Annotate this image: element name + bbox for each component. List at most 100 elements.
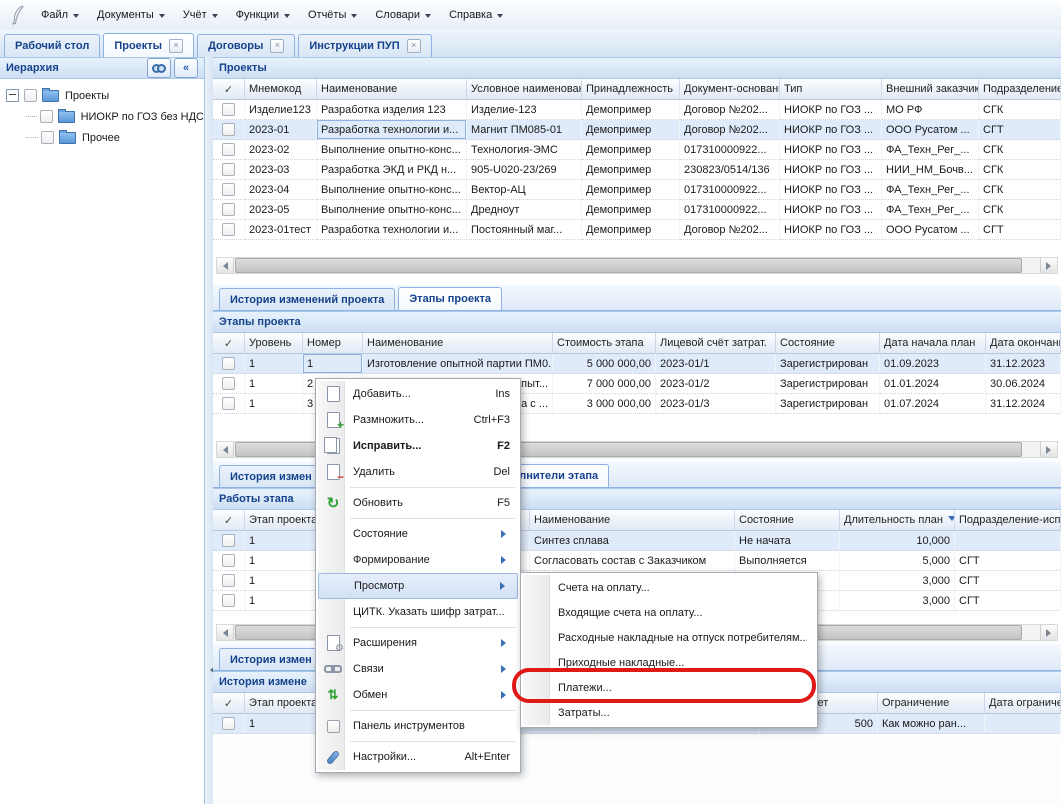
table-row[interactable]: 2023-04 Выполнение опытно-конс... Вектор-А… xyxy=(213,180,1061,200)
column-header[interactable]: Дата окончания план xyxy=(986,333,1061,354)
select-all-header[interactable]: ✓ xyxy=(213,510,245,531)
tab-1[interactable]: Этапы проекта xyxy=(398,287,502,310)
column-header[interactable]: Дата начала план xyxy=(880,333,986,354)
grid-cell[interactable]: НИИ_НМ_Бочв... xyxy=(882,160,979,180)
row-checkbox[interactable] xyxy=(222,377,235,390)
tree-checkbox[interactable] xyxy=(41,131,54,144)
grid-cell[interactable]: ФА_Техн_Рег_... xyxy=(882,180,979,200)
tree-node[interactable]: Прочее xyxy=(0,127,204,148)
row-checkbox[interactable] xyxy=(222,554,235,567)
grid-cell[interactable]: НИОКР по ГОЗ ... xyxy=(780,180,882,200)
menubar-item-documents[interactable]: Документы xyxy=(88,5,174,25)
scroll-left-button[interactable] xyxy=(217,258,234,273)
collapse-panel-button[interactable]: « xyxy=(174,58,198,78)
tree-node-root[interactable]: Проекты xyxy=(0,85,204,106)
select-all-header[interactable]: ✓ xyxy=(213,333,245,354)
grid-cell[interactable]: Выполняется xyxy=(735,551,840,571)
grid-cell[interactable]: НИОКР по ГОЗ ... xyxy=(780,200,882,220)
column-header[interactable]: Состояние xyxy=(735,510,840,531)
grid-cell[interactable]: 1 xyxy=(245,354,303,374)
row-checkbox[interactable] xyxy=(222,163,235,176)
grid-cell[interactable]: 3,000 xyxy=(840,591,955,611)
column-header[interactable]: Этап проекта xyxy=(245,510,327,531)
tab-3[interactable]: Инструкции ПУП × xyxy=(298,34,432,57)
column-header[interactable]: Этап проекта xyxy=(245,693,327,714)
column-header[interactable]: Документ-основание xyxy=(680,79,780,100)
row-checkbox[interactable] xyxy=(222,123,235,136)
grid-cell[interactable]: Разработка ЭКД и РКД н... xyxy=(317,160,467,180)
sidebar-splitter[interactable] xyxy=(205,57,215,804)
column-header[interactable]: Внешний заказчик xyxy=(882,79,979,100)
grid-cell[interactable]: Синтез сплава xyxy=(530,531,735,551)
grid-cell[interactable]: 1 xyxy=(245,374,303,394)
menu-item[interactable]: Панель инструментов xyxy=(318,713,518,739)
grid-cell[interactable]: 2023-01тест xyxy=(245,220,317,240)
grid-cell[interactable]: СГТ xyxy=(955,551,1061,571)
menubar-item-functions[interactable]: Функции xyxy=(227,5,299,25)
grid-cell[interactable]: 01.07.2024 xyxy=(880,394,986,414)
grid-cell[interactable]: СГТ xyxy=(979,120,1061,140)
grid-cell[interactable]: СГТ xyxy=(955,571,1061,591)
grid-cell[interactable]: Изделие123 xyxy=(245,100,317,120)
grid-cell[interactable]: Технология-ЭМС xyxy=(467,140,582,160)
grid-cell[interactable]: Демопример xyxy=(582,160,680,180)
grid-cell[interactable] xyxy=(985,714,1061,734)
menu-item[interactable]: Обмен xyxy=(318,682,518,708)
grid-cell[interactable]: 1 xyxy=(245,394,303,414)
grid-cell[interactable]: Дредноут xyxy=(467,200,582,220)
row-checkbox[interactable] xyxy=(222,103,235,116)
scrollbar-thumb[interactable] xyxy=(235,258,1022,273)
grid-cell[interactable]: Постоянный маг... xyxy=(467,220,582,240)
menu-item[interactable]: Размножить...Ctrl+F3 xyxy=(318,407,518,433)
menubar-item-accounting[interactable]: Учёт xyxy=(174,5,227,25)
grid-cell[interactable]: 2023-05 xyxy=(245,200,317,220)
column-header[interactable]: Длительность план xyxy=(840,510,955,531)
column-header[interactable]: Мнемокод xyxy=(245,79,317,100)
grid-cell[interactable]: НИОКР по ГОЗ ... xyxy=(780,160,882,180)
row-checkbox[interactable] xyxy=(222,594,235,607)
row-checkbox[interactable] xyxy=(222,534,235,547)
row-checkbox[interactable] xyxy=(222,397,235,410)
grid-cell[interactable]: 1 xyxy=(303,354,363,374)
menu-item[interactable]: Связи xyxy=(318,656,518,682)
column-header[interactable]: Состояние xyxy=(776,333,880,354)
tree-checkbox[interactable] xyxy=(24,89,37,102)
grid-cell[interactable]: Демопример xyxy=(582,220,680,240)
grid-cell[interactable]: ООО Русатом ... xyxy=(882,220,979,240)
column-header[interactable]: Тип xyxy=(780,79,882,100)
grid-cell[interactable]: СГК xyxy=(979,200,1061,220)
menu-item[interactable]: Состояние xyxy=(318,521,518,547)
grid-cell[interactable]: 017310000922... xyxy=(680,180,780,200)
find-button[interactable] xyxy=(147,58,171,78)
collapse-arrow-icon[interactable] xyxy=(206,666,215,674)
column-header[interactable]: Номер xyxy=(303,333,363,354)
grid-cell[interactable]: 2023-01 xyxy=(245,120,317,140)
column-header[interactable]: Принадлежность xyxy=(582,79,680,100)
column-header[interactable]: Ограничение xyxy=(878,693,985,714)
table-row[interactable]: 2023-02 Выполнение опытно-конс... Технолог… xyxy=(213,140,1061,160)
tab-close-icon[interactable]: × xyxy=(169,38,184,53)
grid-cell[interactable]: СГК xyxy=(979,100,1061,120)
tab-2[interactable]: Договоры × xyxy=(197,34,296,57)
grid-cell[interactable]: Демопример xyxy=(582,200,680,220)
grid-cell[interactable]: ООО Русатом ... xyxy=(882,120,979,140)
grid-cell[interactable]: 31.12.2023 xyxy=(986,354,1061,374)
grid-cell[interactable]: НИОКР по ГОЗ ... xyxy=(780,220,882,240)
menu-item[interactable]: Исправить... F2 xyxy=(318,433,518,459)
grid-cell[interactable]: Разработка технологии и... xyxy=(317,120,467,140)
menu-item[interactable]: Просмотр xyxy=(318,573,518,599)
grid-cell[interactable]: ФА_Техн_Рег_... xyxy=(882,200,979,220)
grid-cell[interactable]: СГТ xyxy=(979,220,1061,240)
menu-item[interactable]: Настройки... Alt+Enter xyxy=(318,744,518,770)
tab-close-icon[interactable]: × xyxy=(406,39,421,53)
grid-cell[interactable]: 5 000 000,00 xyxy=(553,354,656,374)
projects-h-scrollbar[interactable] xyxy=(216,257,1058,274)
menu-item[interactable]: Формирование xyxy=(318,547,518,573)
grid-cell[interactable]: СГТ xyxy=(955,591,1061,611)
grid-cell[interactable]: Демопример xyxy=(582,180,680,200)
grid-cell[interactable]: Как можно ран... xyxy=(878,714,985,734)
grid-cell[interactable]: 3 000 000,00 xyxy=(553,394,656,414)
tree-node[interactable]: НИОКР по ГОЗ без НДС xyxy=(0,106,204,127)
grid-cell[interactable]: 30.06.2024 xyxy=(986,374,1061,394)
column-header[interactable]: Наименование xyxy=(363,333,553,354)
